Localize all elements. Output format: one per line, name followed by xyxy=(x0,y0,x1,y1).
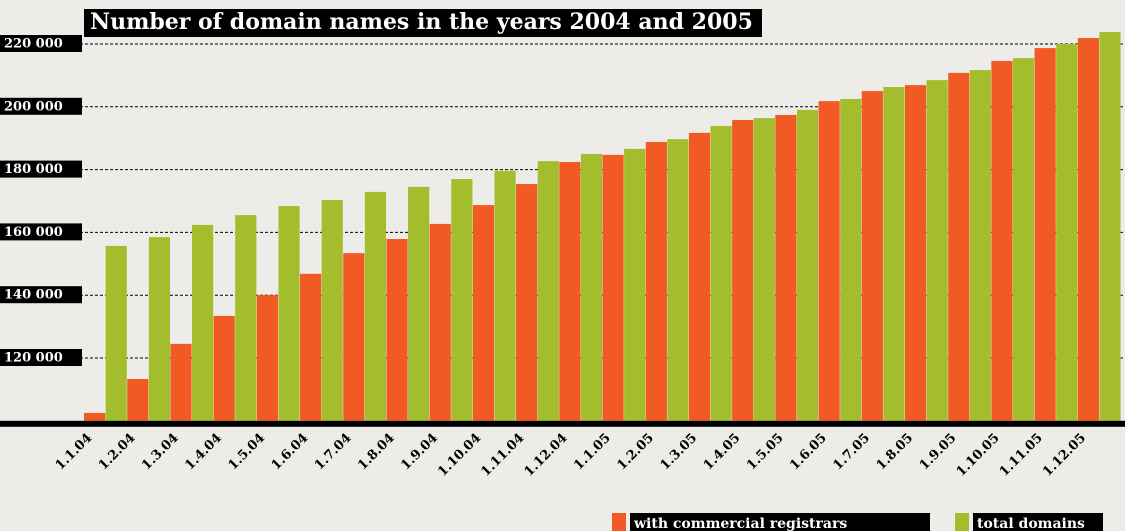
chart-title: Number of domain names in the years 2004… xyxy=(90,9,753,35)
y-tick-box xyxy=(0,35,82,52)
y-tick-label: 220 000 xyxy=(4,37,63,52)
bar xyxy=(732,119,754,421)
y-tick-label: 200 000 xyxy=(4,99,63,114)
x-tick-label: 1.5.04 xyxy=(226,431,269,474)
x-tick-label: 1.5.05 xyxy=(744,431,787,474)
y-tick-box xyxy=(0,97,82,115)
bar xyxy=(343,253,365,421)
y-tick-box xyxy=(0,286,82,304)
bar xyxy=(256,295,279,421)
bar xyxy=(451,179,473,421)
bar xyxy=(386,238,408,421)
bar xyxy=(861,91,883,421)
bar xyxy=(753,118,775,421)
bar xyxy=(688,132,711,421)
bar xyxy=(84,412,106,421)
bar xyxy=(516,184,538,421)
bar xyxy=(710,125,732,421)
x-tick-label: 1.2.05 xyxy=(614,431,657,474)
bar xyxy=(1012,58,1035,421)
x-tick-label: 1.7.05 xyxy=(830,431,873,474)
legend-box xyxy=(630,513,930,531)
bar xyxy=(904,85,927,421)
bar xyxy=(300,273,322,421)
x-tick-label: 1.9.05 xyxy=(917,431,960,474)
x-tick-label: 1.10.04 xyxy=(435,431,484,480)
x-tick-label: 1.9.04 xyxy=(398,431,441,474)
bar xyxy=(321,200,343,421)
x-tick-label: 1.12.05 xyxy=(1040,431,1089,480)
legend-swatch xyxy=(955,513,969,531)
bar xyxy=(775,114,797,421)
bar xyxy=(926,80,948,421)
y-tick-box xyxy=(0,349,82,366)
bar xyxy=(278,206,300,421)
x-tick-label: 1.1.04 xyxy=(53,431,96,474)
x-tick-label: 1.12.04 xyxy=(522,431,571,480)
legend-box xyxy=(973,513,1103,531)
bar xyxy=(818,101,840,421)
bar xyxy=(1056,44,1078,421)
bar xyxy=(667,139,689,421)
bar xyxy=(948,72,970,421)
bar xyxy=(1034,48,1056,421)
legend-label: total domains xyxy=(977,516,1085,531)
bar xyxy=(235,215,257,421)
bar xyxy=(969,70,991,421)
bar xyxy=(645,141,667,421)
x-tick-label: 1.4.04 xyxy=(182,431,225,474)
x-tick-label: 1.2.04 xyxy=(96,431,139,474)
bar xyxy=(148,237,170,421)
bar xyxy=(494,170,516,421)
y-tick-label: 180 000 xyxy=(4,162,63,177)
bar xyxy=(559,162,581,421)
x-tick-label: 1.3.05 xyxy=(658,431,701,474)
title-box xyxy=(84,9,762,37)
bar xyxy=(127,379,149,421)
legend-swatch xyxy=(612,513,626,531)
y-tick-label: 120 000 xyxy=(4,351,63,366)
bar xyxy=(213,315,235,421)
bar xyxy=(472,205,495,421)
bar xyxy=(624,148,646,421)
bar xyxy=(1099,32,1121,421)
x-tick-label: 1.7.04 xyxy=(312,431,355,474)
bar xyxy=(602,154,624,421)
x-tick-label: 1.8.04 xyxy=(355,431,398,474)
y-tick-label: 160 000 xyxy=(4,225,63,240)
bar xyxy=(192,224,214,421)
x-tick-label: 1.1.05 xyxy=(571,431,614,474)
x-tick-label: 1.10.05 xyxy=(954,431,1003,480)
bar xyxy=(170,343,192,421)
bar xyxy=(991,60,1013,421)
x-tick-label: 1.4.05 xyxy=(701,431,744,474)
bar xyxy=(429,223,451,421)
bar xyxy=(580,153,603,421)
x-tick-label: 1.6.04 xyxy=(269,431,312,474)
x-tick-label: 1.11.05 xyxy=(997,431,1046,480)
bar xyxy=(537,161,559,421)
bar xyxy=(796,109,819,421)
bar xyxy=(840,98,862,421)
x-tick-label: 1.11.04 xyxy=(478,431,527,480)
x-tick-label: 1.6.05 xyxy=(787,431,830,474)
x-tick-label: 1.3.04 xyxy=(139,431,182,474)
y-tick-box xyxy=(0,160,82,178)
legend-label: with commercial registrars xyxy=(633,516,847,531)
bar xyxy=(105,245,127,421)
y-tick-label: 140 000 xyxy=(4,288,63,303)
bar xyxy=(364,191,387,421)
x-tick-label: 1.8.05 xyxy=(874,431,917,474)
bar xyxy=(408,186,430,421)
bar xyxy=(1077,38,1099,421)
y-tick-box xyxy=(0,223,82,241)
bar xyxy=(883,87,905,421)
x-axis xyxy=(0,420,1125,427)
